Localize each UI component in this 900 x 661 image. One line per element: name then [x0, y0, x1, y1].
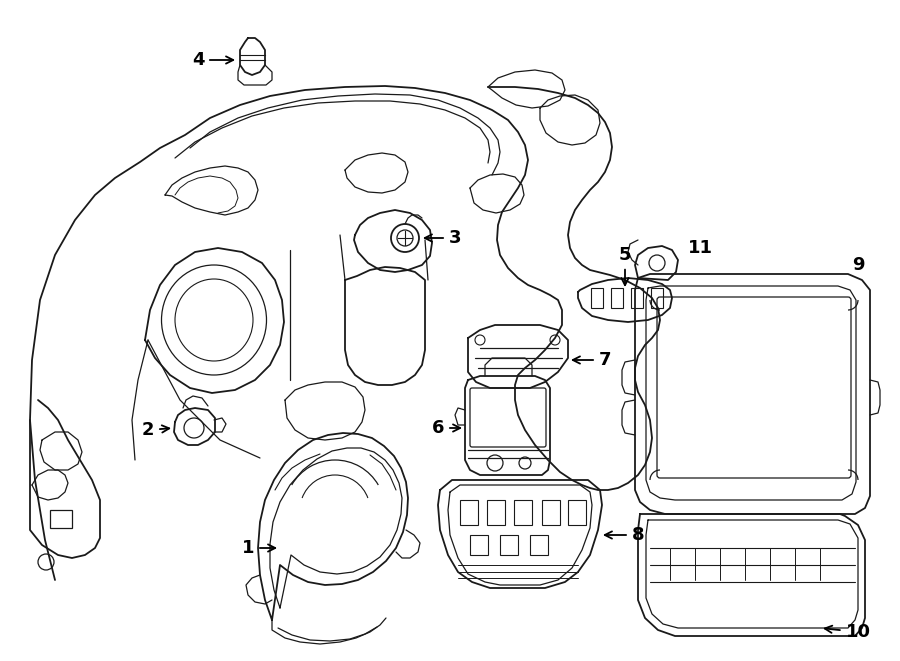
Text: 3: 3: [425, 229, 461, 247]
Text: 8: 8: [605, 526, 644, 544]
Bar: [591, 288, 603, 308]
Bar: [460, 500, 478, 525]
Text: 10: 10: [824, 623, 870, 641]
Text: 9: 9: [851, 256, 864, 274]
Bar: [651, 288, 663, 308]
Bar: [611, 288, 623, 308]
Text: 7: 7: [572, 351, 611, 369]
Bar: [500, 535, 518, 555]
Text: 4: 4: [192, 51, 233, 69]
Text: 6: 6: [432, 419, 460, 437]
Text: 11: 11: [688, 239, 713, 257]
Bar: [568, 500, 586, 525]
Bar: [631, 288, 643, 308]
Text: 1: 1: [242, 539, 275, 557]
Bar: [487, 500, 505, 525]
Bar: [514, 500, 532, 525]
Bar: [470, 535, 488, 555]
Bar: [530, 535, 548, 555]
Text: 5: 5: [619, 246, 631, 285]
Bar: [542, 500, 560, 525]
Bar: [50, 510, 72, 528]
Text: 2: 2: [142, 421, 169, 439]
